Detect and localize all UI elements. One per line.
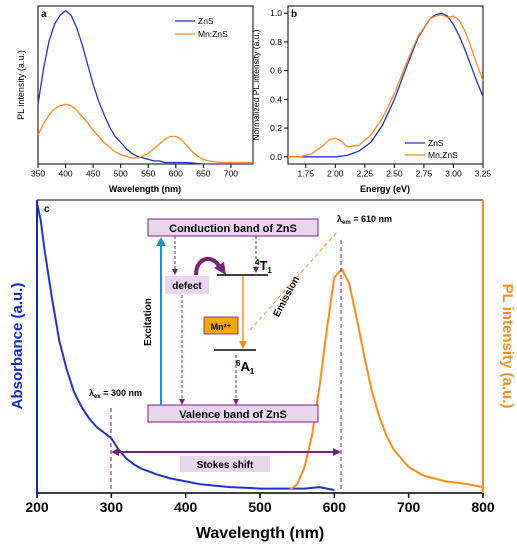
legend-b-mnzns-label: Mn:ZnS [428, 150, 458, 160]
panel-b-x-tick-label: 2.00 [327, 169, 344, 179]
panel-b-x-tick-label: 3.00 [445, 169, 462, 179]
lambda-ex-label: λex = 300 nm [89, 388, 142, 400]
panel-a: a 350 400 450 500 550 600 650 700 Wavelength (n… [16, 5, 254, 194]
energy-transfer-arrow [194, 257, 222, 276]
stokes-shift-label: Stokes shift [197, 460, 254, 471]
energy-diagram: Conduction band of ZnS Valence band of Z… [143, 218, 338, 423]
panel-a-x-tick-label: 500 [114, 169, 128, 179]
panel-b-x-tick-label: 2.75 [416, 169, 433, 179]
panel-c-label: c [44, 204, 50, 215]
panel-b-y-tick-label: 0.4 [270, 94, 282, 104]
relax-a1-head [233, 399, 239, 405]
panel-c-ylabel-left: Absorbance (a.u.) [9, 283, 26, 410]
panel-a-x-tick-label: 650 [196, 169, 210, 179]
relax-cb-head [172, 269, 178, 275]
excitation-arrow-head [156, 237, 166, 246]
panel-c-ylabel-right: PL intensity (a.u.) [499, 284, 516, 409]
panel-c-x-tick-label: 600 [323, 499, 347, 515]
mn-emission-head [239, 341, 247, 349]
panel-a-x-tick-label: 350 [31, 169, 45, 179]
panel-a-series-first-line [37, 9, 253, 165]
panel-b-x-tick-label: 2.50 [386, 169, 403, 179]
panel-c-x-tick-label: 200 [25, 499, 49, 515]
excitation-label: Excitation [143, 298, 154, 346]
panel-a-xlabel: Wavelength (nm) [109, 184, 181, 194]
a1-label: 6A1 [236, 359, 255, 376]
panel-c-x-ticks: 200 300 400 500 600 700 800 [25, 493, 495, 515]
panel-a-legend: ZnS Mn:ZnS [175, 16, 228, 39]
lambda-em-label: λem = 610 nm [337, 214, 392, 226]
mn-label: Mn²⁺ [211, 322, 232, 332]
panel-c-x-tick-label: 500 [248, 499, 272, 515]
panel-b-y-ticks: 0.0 0.2 0.4 0.6 0.8 1.0 [270, 8, 288, 162]
mn-box [203, 316, 239, 335]
panel-b-legend: ZnS Mn:ZnS [405, 138, 458, 160]
emission-guide [249, 231, 338, 331]
conduction-band-label: Conduction band of ZnS [169, 223, 297, 235]
panel-b-y-tick-label: 0.0 [270, 152, 282, 162]
panel-c: c 200 300 400 500 600 700 800 Wavelength (nm) … [9, 199, 516, 542]
panel-c-x-tick-label: 800 [471, 499, 495, 515]
valence-band-box [147, 404, 319, 423]
legend-b-zns-label: ZnS [428, 138, 444, 148]
panel-c-series-first-line [36, 202, 335, 491]
legend-a-mnzns-label: Mn:ZnS [198, 29, 228, 39]
panel-b-x-tick-label: 2.25 [357, 169, 374, 179]
panel-b-frame [287, 5, 484, 165]
relax-defect-head [179, 399, 185, 405]
panel-c-lines [36, 202, 484, 491]
panel-a-x-tick-label: 600 [169, 169, 183, 179]
panel-a-frame [37, 5, 254, 165]
emission-label: Emission [271, 275, 302, 319]
panel-c-series-second-line [289, 268, 484, 491]
panel-a-x-tick-label: 450 [86, 169, 100, 179]
panel-b-x-tick-label: 1.75 [297, 169, 314, 179]
panel-a-series-second-line [37, 103, 253, 164]
panel-b-y-tick-label: 1.0 [270, 8, 282, 18]
panel-b-xlabel: Energy (eV) [360, 184, 410, 194]
panel-b-lines [288, 12, 484, 158]
panel-b-x-tick-label: 3.25 [475, 169, 492, 179]
relax-t1-head [253, 267, 259, 273]
panel-c-x-tick-label: 700 [397, 499, 421, 515]
defect-label: defect [172, 281, 202, 292]
panel-a-x-tick-label: 400 [58, 169, 72, 179]
panel-a-x-tick-label: 550 [141, 169, 155, 179]
t1-label: 4T1 [255, 258, 272, 275]
panel-c-xlabel: Wavelength (nm) [196, 525, 324, 542]
panel-b-ylabel: Normalized PL intensity (a.u.) [251, 29, 261, 140]
panel-b: b 1.75 2.00 2.25 2.50 2.75 3.00 3.25 0.0 0.2 0.4… [251, 5, 492, 194]
panel-b-x-ticks: 1.75 2.00 2.25 2.50 2.75 3.00 3.25 [297, 164, 492, 179]
panel-b-y-tick-label: 0.8 [270, 37, 282, 47]
panel-a-x-tick-label: 700 [224, 169, 238, 179]
legend-a-zns-label: ZnS [198, 16, 214, 26]
conduction-band-box [147, 218, 319, 237]
stokes-arrow-head-right [333, 448, 341, 456]
panel-a-ylabel: PL intensity (a.u.) [16, 50, 26, 120]
stokes-shift-box [180, 456, 270, 472]
panel-b-label: b [291, 9, 297, 20]
panel-b-y-tick-label: 0.6 [270, 66, 282, 76]
energy-transfer-arrow-head [214, 262, 226, 275]
panel-a-label: a [41, 9, 47, 20]
panel-a-x-ticks: 350 400 450 500 550 600 650 700 [31, 164, 238, 179]
panel-c-x-tick-label: 400 [174, 499, 198, 515]
panel-c-x-tick-label: 300 [100, 499, 124, 515]
panel-b-y-tick-label: 0.2 [270, 123, 282, 133]
valence-band-label: Valence band of ZnS [179, 409, 287, 421]
stokes-arrow-head-left [111, 448, 119, 456]
defect-box [165, 276, 209, 294]
panel-a-lines [37, 9, 253, 165]
panel-b-series-first-line [288, 12, 484, 158]
panel-b-series-second-line [288, 13, 484, 158]
